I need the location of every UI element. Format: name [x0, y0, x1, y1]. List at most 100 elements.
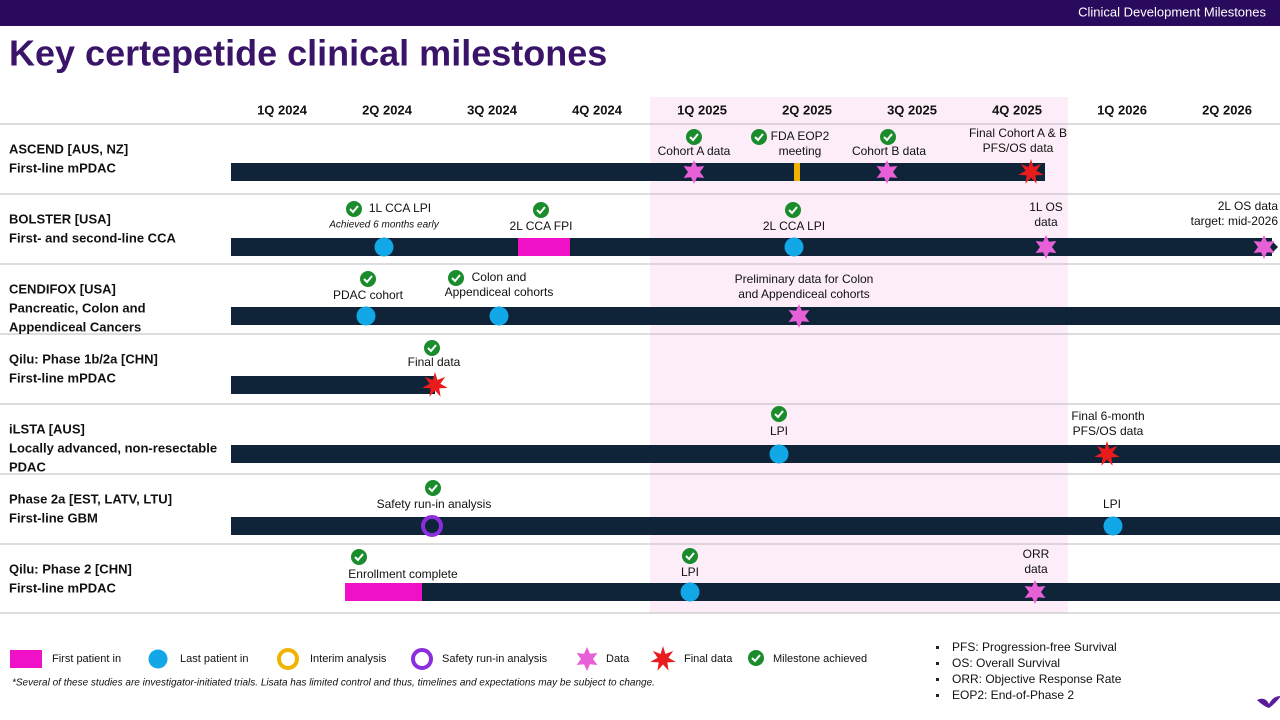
last-patient-in [148, 649, 168, 669]
check-mark [689, 133, 699, 142]
event-label: Preliminary data for Colon [735, 272, 874, 286]
event-label: Safety run-in analysis [377, 497, 492, 511]
row-label: Qilu: Phase 2 [CHN] [9, 561, 132, 576]
row-label: PDAC [9, 459, 46, 474]
final-data-star [1094, 441, 1120, 466]
event-label: PDAC cohort [333, 288, 404, 302]
row-label: Qilu: Phase 1b/2a [CHN] [9, 351, 158, 366]
milestone-check [360, 271, 376, 287]
quarter-label: 4Q 2025 [992, 102, 1042, 117]
top-bar [0, 0, 1280, 26]
event-label: 2L CCA FPI [510, 219, 573, 233]
check-mark [427, 344, 437, 353]
event-label: PFS/OS data [983, 141, 1054, 155]
event-label: data [1034, 215, 1058, 229]
check-mark [774, 410, 784, 419]
safety-run-in [421, 515, 443, 537]
data-star [788, 304, 810, 328]
quarter-label: 2Q 2024 [362, 102, 413, 117]
quarter-label: 2Q 2025 [782, 102, 832, 117]
last-patient-in [680, 582, 700, 602]
quarter-label: 4Q 2024 [572, 102, 623, 117]
row-label: Phase 2a [EST, LATV, LTU] [9, 491, 172, 506]
row-label: iLSTA [AUS] [9, 421, 85, 436]
row-label: CENDIFOX [USA] [9, 281, 116, 296]
last-patient-in [769, 444, 789, 464]
timeline-bar [231, 517, 1280, 535]
check-mark [428, 484, 438, 493]
footnote: *Several of these studies are investigat… [12, 678, 655, 689]
row-label: Pancreatic, Colon and [9, 300, 146, 315]
last-patient-in [374, 237, 394, 257]
abbreviation: OS: Overall Survival [952, 656, 1060, 670]
milestone-check [785, 202, 801, 218]
check-mark [788, 206, 798, 215]
event-note: Achieved 6 months early [328, 220, 440, 231]
event-label: 1L OS [1029, 200, 1063, 214]
quarter-label: 1Q 2024 [257, 102, 308, 117]
event-label: data [1024, 562, 1048, 576]
legend-label: Interim analysis [310, 653, 387, 665]
data-star [1024, 580, 1046, 604]
timeline-bar [231, 163, 1045, 181]
check-mark [451, 274, 461, 283]
bullet [936, 694, 939, 697]
event-label: LPI [681, 565, 699, 579]
check-mark [751, 654, 761, 663]
first-patient-in [518, 238, 570, 256]
event-label: Enrollment complete [348, 567, 458, 581]
event-label: LPI [770, 424, 788, 438]
event-label: LPI [1103, 497, 1121, 511]
legend-label: Safety run-in analysis [442, 653, 548, 665]
last-patient-in [1103, 516, 1123, 536]
event-label: 2L CCA LPI [763, 219, 825, 233]
event-label: 2L OS data [1218, 199, 1279, 213]
milestone-check [424, 340, 440, 356]
slide-title: Key certepetide clinical milestones [9, 33, 607, 74]
legend-label: Final data [684, 653, 733, 665]
quarter-label: 1Q 2025 [677, 102, 727, 117]
legend-label: Last patient in [180, 653, 249, 665]
data-star [1253, 235, 1275, 259]
check-mark [883, 133, 893, 142]
milestone-check [771, 406, 787, 422]
first-patient-in [345, 583, 422, 601]
legend-label: Data [606, 653, 630, 665]
milestone-check [346, 201, 362, 217]
milestone-check [351, 549, 367, 565]
check-mark [754, 133, 764, 142]
bar-end [1272, 241, 1278, 253]
abbreviation: EOP2: End-of-Phase 2 [952, 688, 1074, 702]
event-label: target: mid-2026 [1191, 214, 1279, 228]
row-label: First-line mPDAC [9, 160, 117, 175]
timeline-bar [231, 307, 1280, 325]
milestone-check [880, 129, 896, 145]
first-patient-in [10, 650, 42, 668]
legend-label: Milestone achieved [773, 653, 867, 665]
event-label: Colon and [472, 270, 527, 284]
event-label: Final data [408, 355, 461, 369]
interim-analysis [277, 648, 299, 670]
last-patient-in [489, 306, 509, 326]
event-label: Cohort B data [852, 144, 926, 158]
check-mark [354, 553, 364, 562]
final-data-star [422, 372, 448, 397]
data-star [576, 647, 598, 671]
event-label: Appendiceal cohorts [445, 285, 554, 299]
bullet [936, 646, 939, 649]
data-star [683, 160, 705, 184]
event-label: PFS/OS data [1073, 424, 1144, 438]
last-patient-in [784, 237, 804, 257]
row-label: Appendiceal Cancers [9, 319, 141, 334]
bullet [936, 678, 939, 681]
safety-run-in [411, 648, 433, 670]
row-label: Locally advanced, non-resectable [9, 440, 217, 455]
bullet [936, 662, 939, 665]
row-label: First-line mPDAC [9, 370, 117, 385]
milestone-check [533, 202, 549, 218]
last-patient-in [356, 306, 376, 326]
row-label: First- and second-line CCA [9, 230, 176, 245]
interim-analysis [794, 163, 800, 181]
event-label: Cohort A data [658, 144, 731, 158]
milestone-check [748, 650, 764, 666]
